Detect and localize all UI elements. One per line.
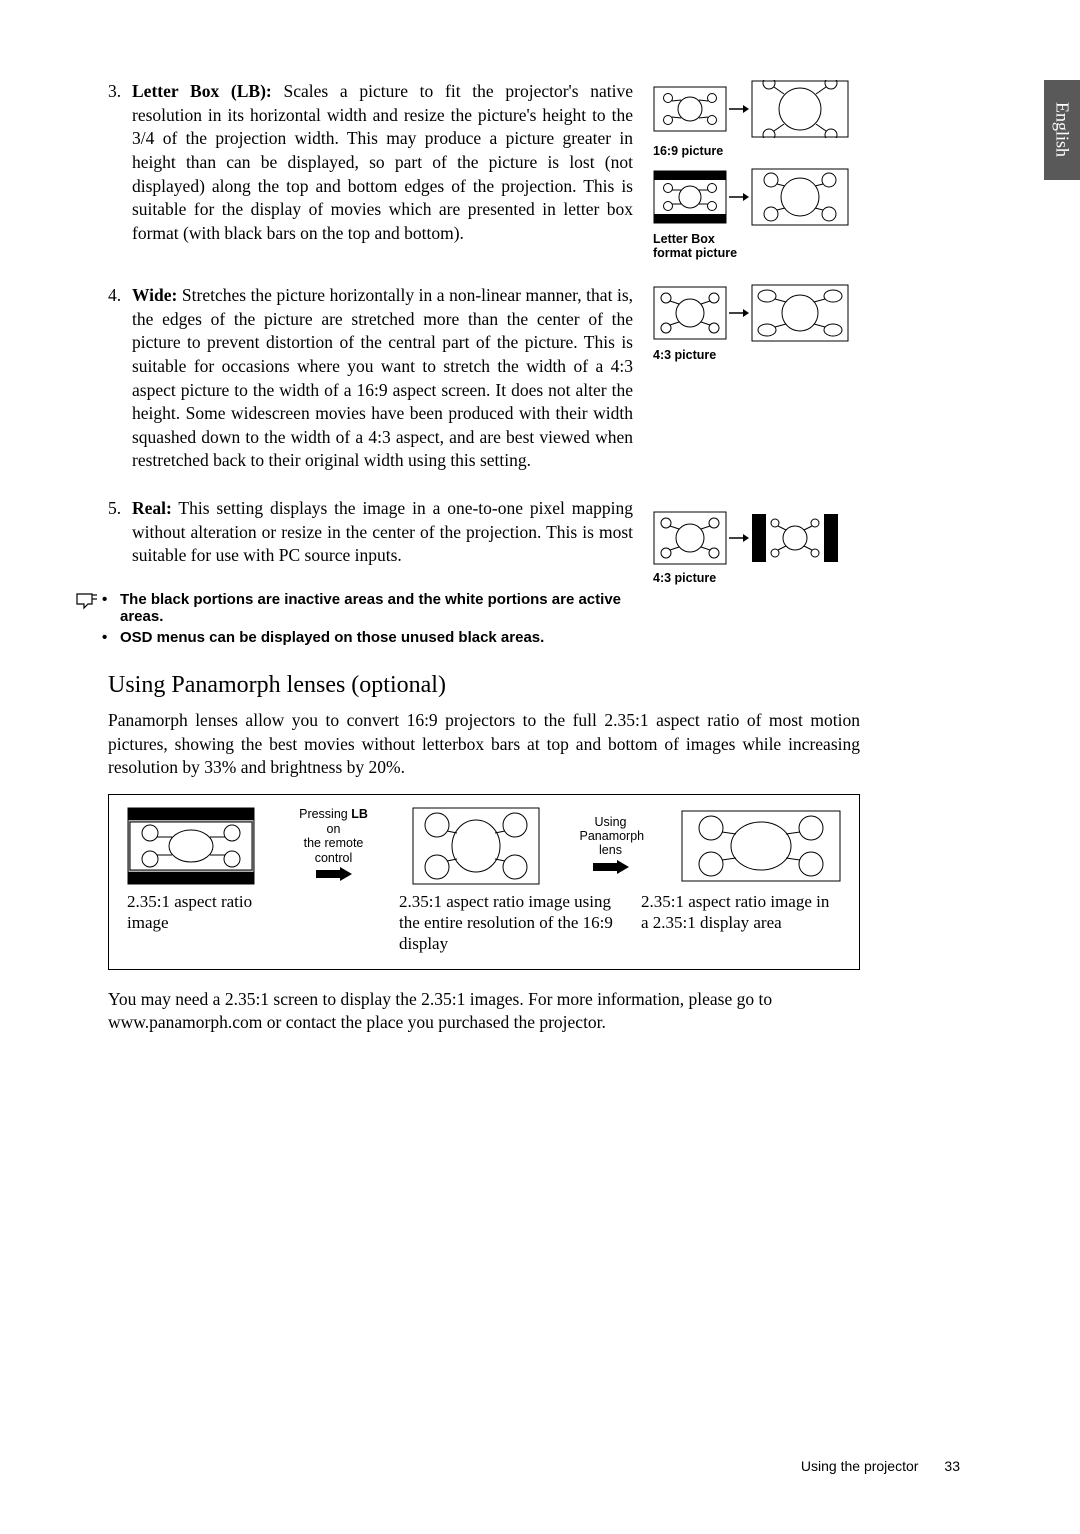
diag-real-dst bbox=[751, 513, 839, 563]
diag-wide-dst bbox=[751, 284, 849, 342]
pan-img-2 bbox=[412, 807, 540, 885]
section-heading: Using Panamorph lenses (optional) bbox=[108, 672, 978, 699]
page-footer: Using the projector33 bbox=[801, 1458, 960, 1474]
item-number: 5. bbox=[108, 497, 132, 568]
item-text: Letter Box (LB): Scales a picture to fit… bbox=[132, 80, 633, 245]
bullet: • bbox=[102, 591, 120, 625]
pan-caption-1: 2.35:1 aspect ratio image bbox=[127, 891, 277, 955]
pan-caption-3: 2.35:1 aspect ratio image in a 2.35:1 di… bbox=[641, 891, 841, 955]
diag-label: 4:3 picture bbox=[653, 348, 863, 362]
diag-label: 4:3 picture bbox=[653, 571, 863, 585]
item-text: Real: This setting displays the image in… bbox=[132, 497, 633, 568]
paragraph: Panamorph lenses allow you to convert 16… bbox=[108, 709, 860, 780]
item-3-block: 3. Letter Box (LB): Scales a picture to … bbox=[108, 80, 978, 260]
item-5-block: 5. Real: This setting displays the image… bbox=[108, 497, 978, 585]
note-text: The black portions are inactive areas an… bbox=[120, 591, 640, 625]
arrow-icon bbox=[727, 286, 751, 340]
page-content: 3. Letter Box (LB): Scales a picture to … bbox=[108, 80, 978, 1035]
bullet: • bbox=[102, 629, 120, 646]
pan-label-1: Pressing LB on the remotecontrol bbox=[295, 807, 373, 884]
diag-16-9-src bbox=[653, 86, 727, 132]
language-tab: English bbox=[1044, 80, 1080, 180]
note-text: OSD menus can be displayed on those unus… bbox=[120, 629, 544, 646]
diag-label: Letter Boxformat picture bbox=[653, 232, 863, 260]
item-4-diagrams: 4:3 picture bbox=[653, 284, 863, 362]
note-icon bbox=[74, 591, 102, 611]
arrow-icon bbox=[727, 170, 751, 224]
arrow-icon bbox=[727, 511, 751, 565]
item-3-diagrams: 16:9 picture bbox=[653, 80, 863, 260]
panamorph-box: Pressing LB on the remotecontrol bbox=[108, 794, 860, 970]
note-block: • The black portions are inactive areas … bbox=[74, 591, 978, 650]
pan-img-1 bbox=[127, 807, 255, 885]
pan-img-3 bbox=[681, 810, 841, 882]
item-4-block: 4. Wide: Stretches the picture horizonta… bbox=[108, 284, 978, 473]
pan-label-2: UsingPanamorphlens bbox=[580, 815, 642, 878]
item-number: 4. bbox=[108, 284, 132, 473]
item-text: Wide: Stretches the picture horizontally… bbox=[132, 284, 633, 473]
item-number: 3. bbox=[108, 80, 132, 245]
diag-label: 16:9 picture bbox=[653, 144, 863, 158]
diag-16-9-dst bbox=[751, 80, 849, 138]
diag-wide-src bbox=[653, 286, 727, 340]
diag-lb-dst bbox=[751, 168, 849, 226]
item-5-diagrams: 4:3 picture bbox=[653, 497, 863, 585]
pan-caption-2: 2.35:1 aspect ratio image using the enti… bbox=[399, 891, 619, 955]
paragraph: You may need a 2.35:1 screen to display … bbox=[108, 988, 860, 1035]
diag-real-src bbox=[653, 511, 727, 565]
arrow-icon bbox=[727, 86, 751, 132]
diag-lb-src bbox=[653, 170, 727, 224]
